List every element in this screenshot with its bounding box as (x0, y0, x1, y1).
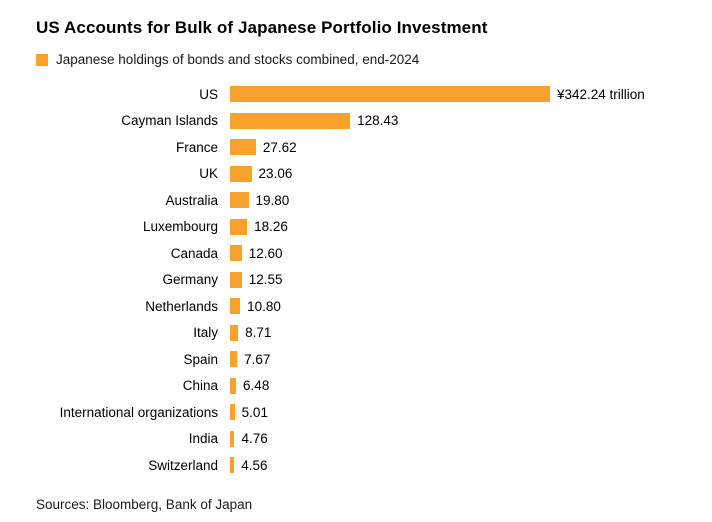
bar-track: 5.01 (230, 399, 676, 426)
bar-track: 10.80 (230, 293, 676, 320)
bar (230, 324, 239, 341)
value-label: 18.26 (254, 219, 288, 235)
category-label: Cayman Islands (121, 113, 218, 129)
bar-row: Canada 12.60 (36, 240, 676, 267)
bar-track: 128.43 (230, 108, 676, 135)
category-label: Canada (170, 245, 218, 261)
category-label: Netherlands (145, 298, 218, 314)
bar (230, 218, 248, 235)
bar-track: 8.71 (230, 320, 676, 347)
bar (230, 298, 241, 315)
bar (230, 86, 550, 103)
bar-chart: US ¥342.24 trillion Cayman Islands 128.43 Fr… (36, 81, 676, 479)
value-label: 6.48 (243, 378, 270, 394)
category-label: UK (199, 166, 218, 182)
bar (230, 245, 242, 262)
category-label: Luxembourg (142, 219, 218, 235)
bar-row: Netherlands 10.80 (36, 293, 676, 320)
chart-title: US Accounts for Bulk of Japanese Portfol… (36, 18, 488, 37)
bar-row: UK 23.06 (36, 161, 676, 188)
bar (230, 165, 252, 182)
bar (230, 457, 235, 474)
bar-track: 27.62 (230, 134, 676, 161)
category-label: Switzerland (148, 457, 218, 473)
bar (230, 112, 351, 129)
category-label: India (188, 431, 218, 447)
bar-row: Cayman Islands 128.43 (36, 108, 676, 135)
bar (230, 377, 237, 394)
bar-track: ¥342.24 trillion (230, 81, 676, 108)
bar-row: US ¥342.24 trillion (36, 81, 676, 108)
value-label: 4.76 (241, 431, 268, 447)
bar-row: France 27.62 (36, 134, 676, 161)
bar (230, 139, 256, 156)
bar-row: International organizations 5.01 (36, 399, 676, 426)
bar (230, 404, 235, 421)
bar-track: 6.48 (230, 373, 676, 400)
bar-track: 7.67 (230, 346, 676, 373)
legend-swatch-icon (36, 53, 48, 66)
value-label: 27.62 (262, 139, 297, 155)
value-label: ¥342.24 trillion (557, 86, 645, 102)
bar-track: 18.26 (230, 214, 676, 241)
bar (230, 351, 238, 368)
category-label: Germany (162, 272, 218, 288)
category-label: Italy (193, 325, 218, 341)
bar-track: 4.56 (230, 452, 676, 479)
value-label: 12.55 (248, 272, 283, 288)
bar-track: 4.76 (230, 426, 676, 453)
category-label: US (199, 86, 218, 102)
category-label: France (175, 139, 218, 155)
bar-row: Switzerland 4.56 (36, 452, 676, 479)
category-label: International organizations (59, 404, 218, 420)
bar-row: Italy 8.71 (36, 320, 676, 347)
bar-track: 19.80 (230, 187, 676, 214)
bar-row: Germany 12.55 (36, 267, 676, 294)
legend-label: Japanese holdings of bonds and stocks co… (56, 52, 420, 67)
value-label: 7.67 (244, 351, 271, 367)
bar-row: China 6.48 (36, 373, 676, 400)
value-label: 10.80 (247, 298, 281, 314)
value-label: 8.71 (245, 325, 272, 341)
category-label: China (182, 378, 218, 394)
bar-row: Luxembourg 18.26 (36, 214, 676, 241)
value-label: 4.56 (241, 457, 268, 473)
value-label: 5.01 (241, 404, 268, 420)
category-label: Spain (183, 351, 218, 367)
bar-track: 12.55 (230, 267, 676, 294)
source-attribution: Sources: Bloomberg, Bank of Japan (36, 496, 253, 512)
bar-row: India 4.76 (36, 426, 676, 453)
bar-row: Spain 7.67 (36, 346, 676, 373)
category-label: Australia (165, 192, 218, 208)
bar-track: 12.60 (230, 240, 676, 267)
value-label: 12.60 (248, 245, 283, 261)
bar (230, 192, 249, 209)
bar (230, 271, 242, 288)
legend: Japanese holdings of bonds and stocks co… (36, 52, 676, 67)
value-label: 19.80 (255, 192, 290, 208)
bar-track: 23.06 (230, 161, 676, 188)
bar-row: Australia 19.80 (36, 187, 676, 214)
value-label: 23.06 (258, 166, 293, 182)
value-label: 128.43 (357, 113, 399, 129)
bar (230, 430, 235, 447)
